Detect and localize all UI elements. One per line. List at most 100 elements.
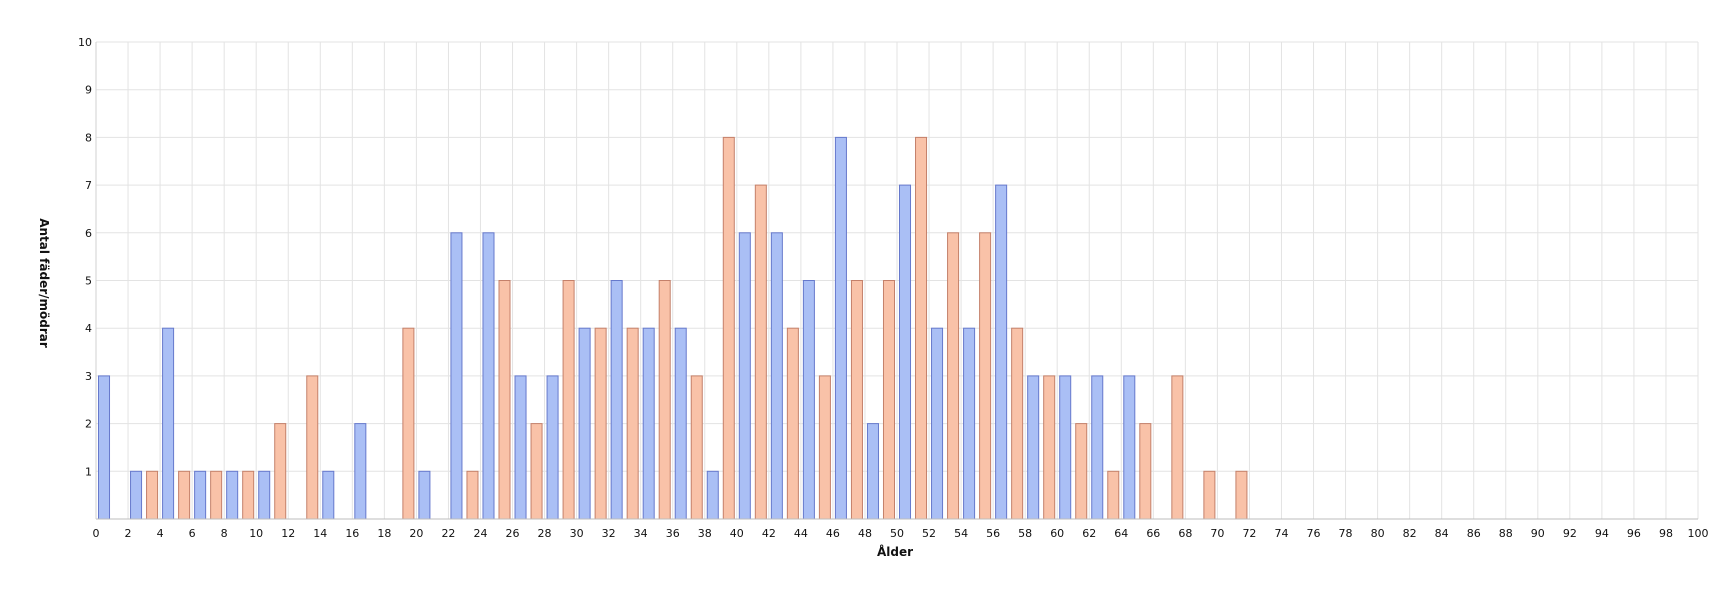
- bar: [931, 327, 944, 520]
- x-tick-label: 58: [1018, 527, 1032, 540]
- x-tick-label: 40: [730, 527, 744, 540]
- x-tick-label: 46: [826, 527, 840, 540]
- y-tick-label: 2: [85, 418, 92, 431]
- bar: [306, 375, 319, 520]
- bar: [963, 327, 976, 520]
- bar: [258, 470, 271, 520]
- x-tick-label: 84: [1435, 527, 1449, 540]
- bar: [418, 470, 431, 520]
- x-tick-label: 10: [249, 527, 263, 540]
- x-tick-label: 86: [1467, 527, 1481, 540]
- bar: [642, 327, 655, 520]
- x-tick-label: 94: [1595, 527, 1609, 540]
- bar: [162, 327, 175, 520]
- grid-lines: [95, 41, 1699, 519]
- x-tick-label: 26: [506, 527, 520, 540]
- bar: [786, 327, 799, 520]
- bar: [1059, 375, 1072, 520]
- bar: [546, 375, 559, 520]
- bars: [98, 136, 1248, 520]
- y-tick-label: 8: [85, 131, 92, 144]
- bar: [146, 470, 159, 520]
- y-tick-label: 3: [85, 370, 92, 383]
- x-tick-label: 36: [666, 527, 680, 540]
- bar: [882, 280, 895, 520]
- y-tick-label: 9: [85, 84, 92, 97]
- x-tick-label: 92: [1563, 527, 1577, 540]
- x-tick-label: 56: [986, 527, 1000, 540]
- y-tick-label: 7: [85, 179, 92, 192]
- bar: [178, 470, 191, 520]
- bar: [194, 470, 207, 520]
- y-tick-label: 10: [78, 36, 92, 49]
- bar: [562, 280, 575, 520]
- bar: [1171, 375, 1184, 520]
- bar: [899, 184, 912, 520]
- x-tick-label: 100: [1688, 527, 1709, 540]
- bar: [130, 470, 143, 520]
- bar: [1235, 470, 1248, 520]
- bar: [610, 280, 623, 520]
- x-tick-label: 34: [634, 527, 648, 540]
- x-tick-label: 68: [1178, 527, 1192, 540]
- y-axis-title: Antal fäder/mödrar: [37, 218, 51, 348]
- x-axis-title: Ålder: [877, 544, 913, 559]
- bar: [354, 423, 367, 520]
- bar: [674, 327, 687, 520]
- bar: [578, 327, 591, 520]
- bar: [594, 327, 607, 520]
- x-tick-label: 80: [1371, 527, 1385, 540]
- bar: [802, 280, 815, 520]
- bar: [482, 232, 495, 520]
- bar: [1043, 375, 1056, 520]
- bar: [402, 327, 415, 520]
- x-tick-label: 28: [538, 527, 552, 540]
- x-tick-label: 62: [1082, 527, 1096, 540]
- y-tick-label: 6: [85, 227, 92, 240]
- bar: [1139, 423, 1152, 520]
- bar: [738, 232, 751, 520]
- x-tick-label: 76: [1307, 527, 1321, 540]
- bar: [226, 470, 239, 520]
- bar: [210, 470, 223, 520]
- bar: [1203, 470, 1216, 520]
- axes: 0 2 4 6 8 10 12 14 16 18 20 22 24 26 28 30 32 34 36 38 40 42 4…: [78, 36, 1709, 540]
- y-tick-label: 4: [85, 322, 92, 335]
- x-tick-label: 44: [794, 527, 808, 540]
- bar: [466, 470, 479, 520]
- bar: [979, 232, 992, 520]
- x-tick-label: 82: [1403, 527, 1417, 540]
- x-tick-label: 72: [1242, 527, 1256, 540]
- bar: [770, 232, 783, 520]
- bar: [947, 232, 960, 520]
- x-tick-label: 38: [698, 527, 712, 540]
- bar: [818, 375, 831, 520]
- x-tick-label: 52: [922, 527, 936, 540]
- bar: [322, 470, 335, 520]
- bar: [706, 470, 719, 520]
- x-tick-label: 48: [858, 527, 872, 540]
- bar: [690, 375, 703, 520]
- x-tick-label: 96: [1627, 527, 1641, 540]
- bar: [754, 184, 767, 520]
- bar: [850, 280, 863, 520]
- bar: [1107, 470, 1120, 520]
- x-tick-label: 8: [221, 527, 228, 540]
- x-tick-label: 88: [1499, 527, 1513, 540]
- bar: [514, 375, 527, 520]
- x-tick-label: 4: [157, 527, 164, 540]
- bar: [1123, 375, 1136, 520]
- bar: [1075, 423, 1088, 520]
- bar: [722, 136, 735, 520]
- bar: [274, 423, 287, 520]
- bar: [834, 136, 847, 520]
- x-tick-label: 18: [377, 527, 391, 540]
- bar: [1011, 327, 1024, 520]
- x-tick-label: 42: [762, 527, 776, 540]
- bar: [1027, 375, 1040, 520]
- bar: [915, 136, 928, 520]
- bar: [1091, 375, 1104, 520]
- x-tick-label: 78: [1339, 527, 1353, 540]
- x-tick-label: 98: [1659, 527, 1673, 540]
